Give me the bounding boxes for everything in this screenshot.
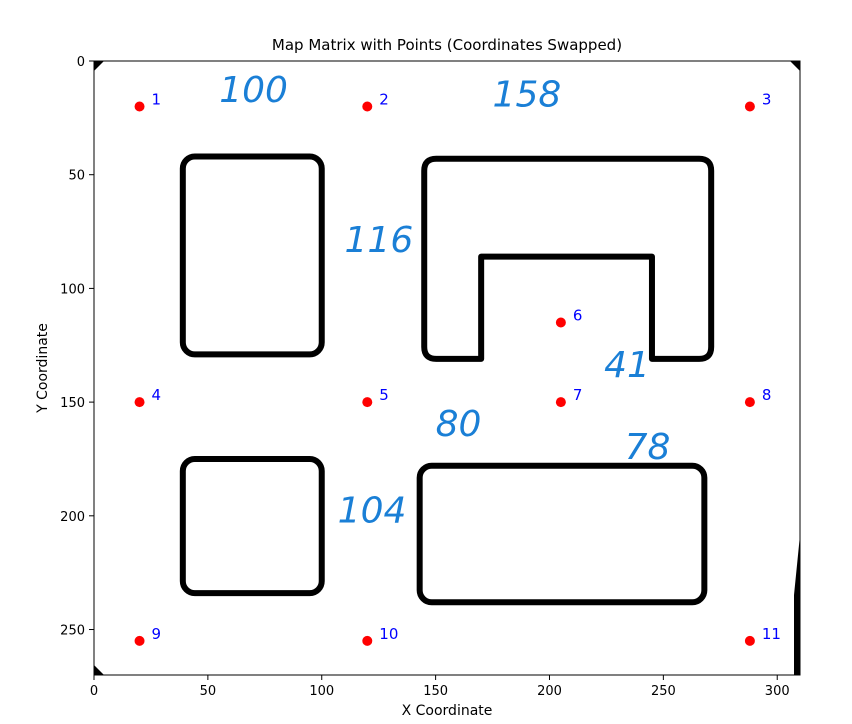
map-edge-artifact <box>794 535 800 675</box>
point-label-1: 1 <box>152 90 162 108</box>
plot-background <box>94 61 800 675</box>
x-tick-label: 300 <box>765 684 790 699</box>
annotation-41: 41 <box>604 345 650 386</box>
x-tick-label: 200 <box>537 684 562 699</box>
annotation-78: 78 <box>625 427 671 468</box>
obstacle-1 <box>179 153 325 358</box>
obstacle-2 <box>179 455 325 597</box>
point-4 <box>134 397 145 408</box>
y-axis: 0 50 100 150 200 250 <box>60 55 94 639</box>
point-label-6: 6 <box>573 307 583 325</box>
x-tick-label: 100 <box>309 684 334 699</box>
y-axis-label: Y Coordinate <box>35 323 51 414</box>
x-tick-label: 50 <box>200 684 217 699</box>
annotation-158: 158 <box>493 74 562 115</box>
point-label-10: 10 <box>379 625 398 643</box>
point-label-9: 9 <box>152 625 162 643</box>
x-tick-label: 0 <box>90 684 98 699</box>
y-tick-label: 150 <box>60 396 85 411</box>
point-5 <box>362 397 373 408</box>
point-label-4: 4 <box>152 386 162 404</box>
annotation-80: 80 <box>436 404 482 445</box>
y-tick-label: 100 <box>60 282 85 297</box>
annotation-100: 100 <box>219 70 288 111</box>
point-2 <box>362 101 373 112</box>
plot-frame <box>93 60 801 676</box>
point-10 <box>362 635 373 646</box>
y-tick-label: 0 <box>77 55 85 70</box>
y-tick-label: 200 <box>60 510 85 525</box>
obstacle-3 <box>416 462 708 606</box>
point-7 <box>555 397 566 408</box>
point-11 <box>744 635 755 646</box>
y-tick-label: 250 <box>60 624 85 639</box>
x-tick-label: 250 <box>651 684 676 699</box>
annotation-104: 104 <box>338 491 407 532</box>
x-axis: 0 50 100 150 200 250 300 <box>90 675 790 699</box>
point-label-7: 7 <box>573 386 583 404</box>
point-label-2: 2 <box>379 90 389 108</box>
point-label-3: 3 <box>762 90 772 108</box>
point-1 <box>134 101 145 112</box>
map-edge-artifact <box>94 665 104 675</box>
obstacle-4 <box>421 155 715 362</box>
point-8 <box>744 397 755 408</box>
chart-title: Map Matrix with Points (Coordinates Swap… <box>272 36 622 54</box>
point-9 <box>134 635 145 646</box>
x-tick-label: 150 <box>423 684 448 699</box>
point-label-8: 8 <box>762 386 772 404</box>
annotation-116: 116 <box>345 220 414 261</box>
y-tick-label: 50 <box>68 169 85 184</box>
point-3 <box>744 101 755 112</box>
point-6 <box>555 317 566 328</box>
map-edge-artifact <box>94 61 104 71</box>
x-axis-label: X Coordinate <box>402 703 493 719</box>
point-label-5: 5 <box>379 386 389 404</box>
map-edge-artifact <box>790 61 800 71</box>
point-label-11: 11 <box>762 625 781 643</box>
